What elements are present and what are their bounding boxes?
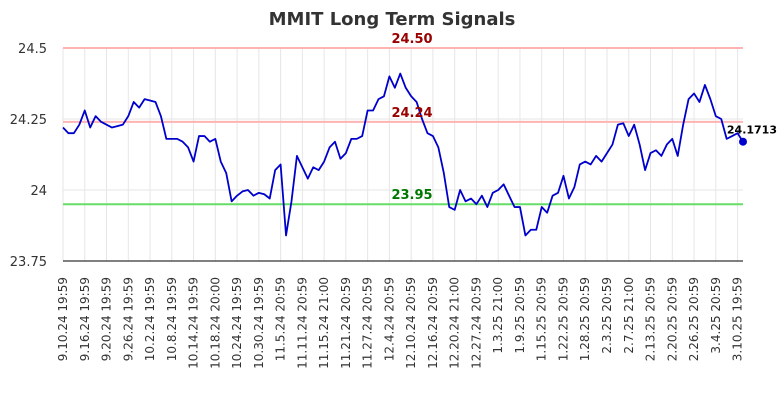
x-tick-label: 10.24.24 19:59 <box>230 277 244 369</box>
y-tick-label: 24.25 <box>10 113 47 128</box>
x-tick-label: 1.15.25 20:59 <box>535 277 549 361</box>
x-tick-label: 12.10.24 20:59 <box>404 277 418 369</box>
x-tick-label: 2.7.25 21:00 <box>622 277 636 354</box>
x-tick-label: 12.20.24 21:00 <box>448 277 462 369</box>
x-tick-label: 10.8.24 19:59 <box>165 277 179 361</box>
x-tick-label: 11.11.24 20:59 <box>295 277 309 369</box>
x-tick-label: 3.4.25 20:59 <box>709 277 723 354</box>
grid <box>62 47 743 262</box>
x-tick-label: 12.16.24 20:59 <box>426 277 440 369</box>
x-tick-label: 9.10.24 19:59 <box>56 277 70 361</box>
x-tick-label: 12.4.24 20:59 <box>382 277 396 361</box>
last-value-label: 24.1713 <box>727 124 777 137</box>
x-tick-label: 9.26.24 19:59 <box>121 277 135 361</box>
reference-line-label: 23.95 <box>391 188 432 203</box>
x-tick-label: 11.5.24 20:59 <box>274 277 288 361</box>
x-tick-label: 3.10.25 19:59 <box>731 277 745 361</box>
x-tick-label: 1.28.25 20:59 <box>578 277 592 361</box>
x-tick-label: 10.2.24 19:59 <box>143 277 157 361</box>
labels: 24.50 24.24 23.95 24.1713 <box>391 32 777 203</box>
x-tick-label: 11.21.24 20:59 <box>339 277 353 369</box>
x-tick-label: 2.20.25 20:59 <box>665 277 679 361</box>
x-tick-label: 2.13.25 20:59 <box>644 277 658 361</box>
price-series-line <box>62 72 744 237</box>
y-tick-label: 23.75 <box>10 255 47 270</box>
x-tick-label: 9.20.24 19:59 <box>100 277 114 361</box>
series-layer <box>62 72 747 237</box>
last-point-marker <box>739 137 747 146</box>
axes: 23.75 24 24.25 24.5 9.10.24 19:59 9.16.24 19:… <box>10 42 745 369</box>
y-tick-label: 24 <box>30 184 47 199</box>
x-tick-label: 12.27.24 20:59 <box>469 277 483 369</box>
chart-title: MMIT Long Term Signals <box>269 9 516 30</box>
x-tick-label: 1.9.25 20:59 <box>513 277 527 354</box>
reference-line-label: 24.50 <box>391 32 432 47</box>
x-tick-label: 10.14.24 19:59 <box>187 277 201 369</box>
x-tick-label: 10.18.24 20:00 <box>208 277 222 369</box>
x-tick-label: 2.3.25 20:59 <box>600 277 614 354</box>
x-tick-label: 1.3.25 21:00 <box>491 277 505 354</box>
reference-line-label: 24.24 <box>391 106 432 121</box>
x-tick-label: 2.26.25 20:59 <box>687 277 701 361</box>
x-tick-label: 9.16.24 19:59 <box>78 277 92 361</box>
x-tick-label: 11.27.24 20:59 <box>361 277 375 369</box>
x-tick-label: 1.22.25 20:59 <box>556 277 570 361</box>
x-tick-label: 10.30.24 19:59 <box>252 277 266 369</box>
reference-lines <box>63 47 743 206</box>
y-tick-label: 24.5 <box>18 42 47 57</box>
x-tick-label: 11.15.24 21:00 <box>317 277 331 369</box>
